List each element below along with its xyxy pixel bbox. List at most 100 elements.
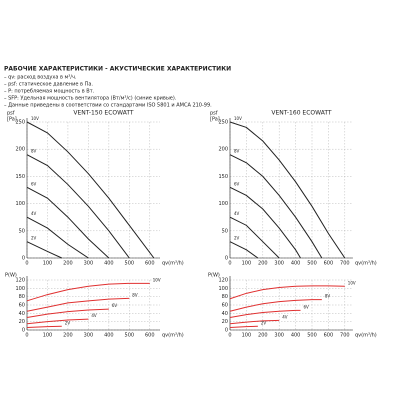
series-label: 8V bbox=[132, 292, 138, 297]
curve bbox=[26, 308, 109, 318]
series-label: 6V bbox=[304, 304, 310, 309]
y-tick-label: 80 bbox=[19, 294, 25, 300]
x-axis-label: qv(m³/h) bbox=[355, 333, 377, 339]
series-label: 8V bbox=[234, 149, 240, 154]
x-tick-label: 600 bbox=[324, 261, 334, 267]
curve bbox=[229, 309, 301, 318]
curve bbox=[26, 318, 89, 325]
x-tick-label: 100 bbox=[43, 333, 53, 339]
curve bbox=[26, 186, 110, 259]
x-tick-label: 300 bbox=[274, 261, 284, 267]
y-tick-label: 200 bbox=[15, 147, 25, 153]
series-label: 6V bbox=[234, 181, 240, 186]
y-tick-label: 60 bbox=[19, 303, 25, 309]
series-label: 10V bbox=[153, 277, 161, 282]
y-tick-label: 250 bbox=[15, 120, 25, 126]
x-tick-label: 700 bbox=[340, 333, 350, 339]
note: – SFP: Удельная мощность вентилятора (Вт… bbox=[4, 96, 177, 102]
x-axis-label: qv(m³/h) bbox=[162, 333, 184, 339]
y-axis-label: P(W) bbox=[5, 273, 17, 279]
curve bbox=[26, 216, 89, 259]
x-tick-label: 0 bbox=[228, 261, 231, 267]
x-tick-label: 400 bbox=[104, 261, 114, 267]
series-label: 8V bbox=[31, 149, 37, 154]
x-tick-label: 600 bbox=[145, 261, 155, 267]
series-label: 2V bbox=[261, 320, 267, 325]
x-tick-label: 300 bbox=[84, 261, 94, 267]
y-tick-label: 120 bbox=[15, 278, 25, 284]
series-label: 2V bbox=[234, 236, 240, 241]
x-tick-label: 400 bbox=[291, 261, 301, 267]
y-axis-label: P(W) bbox=[208, 273, 220, 279]
note: – qv: расход воздуха в м³/ч. bbox=[4, 75, 77, 81]
x-tick-label: 100 bbox=[242, 261, 252, 267]
curve bbox=[229, 241, 259, 259]
x-tick-label: 200 bbox=[258, 261, 268, 267]
series-label: 10V bbox=[234, 116, 242, 121]
x-tick-label: 500 bbox=[307, 261, 317, 267]
series-label: 4V bbox=[282, 314, 288, 319]
x-tick-label: 600 bbox=[145, 333, 155, 339]
y-tick-label: 150 bbox=[218, 174, 228, 180]
y-axis-unit: [Pa] bbox=[7, 117, 17, 123]
y-tick-label: 0 bbox=[225, 256, 228, 262]
series-label: 10V bbox=[31, 116, 39, 121]
x-axis-label: qv(m³/h) bbox=[355, 261, 377, 267]
x-tick-label: 500 bbox=[125, 333, 135, 339]
x-tick-label: 0 bbox=[25, 333, 28, 339]
curve bbox=[229, 319, 280, 325]
y-axis-label: psf bbox=[7, 111, 15, 117]
note: – P: потребляемая мощность в Вт. bbox=[4, 89, 95, 95]
y-tick-label: 250 bbox=[218, 120, 228, 126]
series-label: 4V bbox=[91, 313, 97, 318]
y-tick-label: 120 bbox=[218, 278, 228, 284]
x-tick-label: 0 bbox=[228, 333, 231, 339]
x-tick-label: 0 bbox=[25, 261, 28, 267]
x-tick-label: 500 bbox=[307, 333, 317, 339]
x-tick-label: 400 bbox=[104, 333, 114, 339]
y-axis-unit: [Pa] bbox=[210, 117, 220, 123]
y-tick-label: 60 bbox=[222, 303, 228, 309]
curve bbox=[229, 325, 258, 328]
series-label: 4V bbox=[234, 211, 240, 216]
x-tick-label: 100 bbox=[242, 333, 252, 339]
y-tick-label: 50 bbox=[222, 228, 228, 234]
series-label: 4V bbox=[31, 211, 37, 216]
y-tick-label: 40 bbox=[19, 311, 25, 317]
curve bbox=[229, 121, 346, 259]
chart-title: VENT-160 ECOWATT bbox=[271, 110, 332, 117]
y-tick-label: 100 bbox=[15, 201, 25, 207]
header-title: РАБОЧИЕ ХАРАКТЕРИСТИКИ - АКУСТИЧЕСКИЕ ХА… bbox=[4, 66, 231, 73]
y-tick-label: 0 bbox=[225, 328, 228, 334]
series-label: 6V bbox=[112, 303, 118, 308]
curve bbox=[229, 299, 322, 312]
series-label: 2V bbox=[65, 320, 71, 325]
x-tick-label: 600 bbox=[324, 333, 334, 339]
curve bbox=[26, 154, 130, 259]
x-tick-label: 700 bbox=[340, 261, 350, 267]
y-tick-label: 100 bbox=[218, 201, 228, 207]
series-label: 10V bbox=[348, 280, 356, 285]
curve bbox=[26, 121, 155, 259]
curve bbox=[229, 285, 345, 300]
x-tick-label: 400 bbox=[291, 333, 301, 339]
curve bbox=[26, 297, 130, 312]
curve bbox=[229, 186, 301, 259]
y-tick-label: 20 bbox=[222, 319, 228, 325]
y-tick-label: 40 bbox=[222, 311, 228, 317]
series-label: 6V bbox=[31, 181, 37, 186]
y-tick-label: 0 bbox=[22, 256, 25, 262]
curve bbox=[26, 241, 62, 259]
curve bbox=[229, 154, 323, 259]
note: – psf: статическое давление в Па. bbox=[4, 82, 93, 88]
x-tick-label: 300 bbox=[84, 333, 94, 339]
y-tick-label: 100 bbox=[15, 286, 25, 292]
y-tick-label: 80 bbox=[222, 294, 228, 300]
x-tick-label: 500 bbox=[125, 261, 135, 267]
y-tick-label: 150 bbox=[15, 174, 25, 180]
x-tick-label: 300 bbox=[274, 333, 284, 339]
x-tick-label: 100 bbox=[43, 261, 53, 267]
y-tick-label: 100 bbox=[218, 286, 228, 292]
y-tick-label: 200 bbox=[218, 147, 228, 153]
